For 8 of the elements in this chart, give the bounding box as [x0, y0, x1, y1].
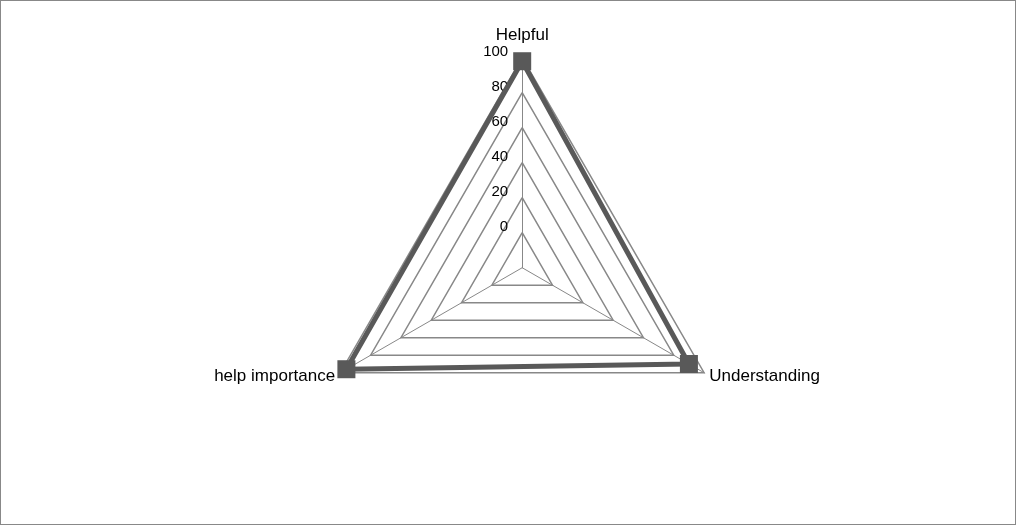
spoke-label: help importance: [214, 366, 336, 386]
y-tick-label: 40: [491, 146, 509, 164]
y-tick-label: 100: [483, 41, 509, 59]
y-tick-label: 0: [499, 216, 509, 234]
y-tick-label: 60: [491, 111, 509, 129]
y-tick-label: 20: [491, 181, 509, 199]
spoke-label: Helpful: [495, 24, 549, 44]
spoke-label: Understanding: [709, 366, 820, 386]
